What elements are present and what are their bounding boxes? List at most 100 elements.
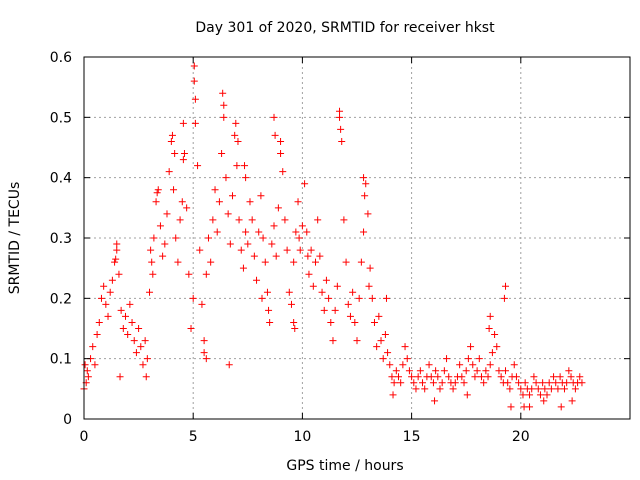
data-point [257, 192, 265, 200]
data-point [539, 379, 547, 387]
data-point [307, 246, 315, 254]
data-point [179, 156, 187, 164]
data-point [81, 361, 89, 369]
data-point [183, 204, 191, 212]
data-point [336, 107, 344, 115]
data-point [235, 216, 243, 224]
data-point [295, 234, 303, 242]
data-point [449, 385, 457, 393]
data-point [255, 228, 263, 236]
data-point [303, 228, 311, 236]
data-point [563, 379, 571, 387]
data-point [338, 137, 346, 145]
data-point [263, 288, 271, 296]
data-point [506, 385, 514, 393]
data-point [545, 379, 553, 387]
data-point [139, 361, 147, 369]
data-point [270, 222, 278, 230]
data-point [381, 331, 389, 339]
data-point [190, 77, 198, 85]
data-point [113, 240, 121, 248]
data-point [108, 276, 116, 284]
data-point [488, 349, 496, 357]
data-point [416, 367, 424, 375]
data-point [329, 337, 337, 345]
data-point [102, 300, 110, 308]
data-point [111, 258, 119, 266]
data-point [379, 355, 387, 363]
data-point [132, 349, 140, 357]
data-point [231, 131, 239, 139]
data-point [301, 180, 309, 188]
data-point [360, 174, 368, 182]
x-tick-label: 15 [403, 429, 421, 445]
data-point [179, 119, 187, 127]
data-point [89, 343, 97, 351]
data-point [116, 373, 124, 381]
data-point [84, 373, 92, 381]
data-point [331, 306, 339, 314]
data-point [521, 379, 529, 387]
data-point [143, 355, 151, 363]
data-point [294, 198, 302, 206]
chart-title: Day 301 of 2020, SRMTID for receiver hks… [195, 20, 495, 36]
data-point [312, 258, 320, 266]
axis-ticks [83, 56, 630, 420]
data-point [526, 403, 534, 411]
data-point [365, 282, 373, 290]
data-point [178, 198, 186, 206]
data-point [277, 137, 285, 145]
data-point [399, 361, 407, 369]
data-point [146, 288, 154, 296]
data-point [106, 288, 114, 296]
data-point [389, 391, 397, 399]
data-point [361, 192, 369, 200]
data-point [170, 186, 178, 194]
data-point [185, 270, 193, 278]
data-point [237, 246, 245, 254]
data-point [519, 391, 527, 399]
data-point [547, 385, 555, 393]
data-point [148, 258, 156, 266]
data-point [482, 367, 490, 375]
data-point [167, 137, 175, 145]
data-point [309, 282, 317, 290]
x-tick-label: 10 [293, 429, 311, 445]
data-point [460, 379, 468, 387]
data-point [484, 373, 492, 381]
data-point [458, 373, 466, 381]
data-point [364, 210, 372, 218]
data-point [510, 361, 518, 369]
y-tick-label: 0 [63, 412, 72, 428]
data-point [259, 234, 267, 242]
data-point [121, 312, 129, 320]
data-point [473, 367, 481, 375]
data-point [403, 355, 411, 363]
data-points [80, 62, 586, 411]
data-point [486, 312, 494, 320]
data-point [291, 325, 299, 332]
data-point [225, 361, 233, 369]
data-point [126, 300, 134, 308]
data-point [234, 137, 242, 145]
data-point [432, 367, 440, 375]
data-point [504, 379, 512, 387]
data-point [443, 355, 451, 363]
data-point [493, 343, 501, 351]
data-point [200, 337, 208, 345]
data-point [534, 385, 542, 393]
data-point [464, 355, 472, 363]
data-point [200, 349, 208, 357]
data-point [298, 222, 306, 230]
data-point [222, 174, 230, 182]
data-point [292, 228, 300, 236]
data-point [137, 343, 145, 351]
data-point [233, 162, 241, 170]
data-point [390, 379, 398, 387]
data-point [355, 294, 363, 302]
data-point [283, 246, 291, 254]
data-point [469, 361, 477, 369]
data-point [410, 379, 418, 387]
data-point [353, 337, 361, 345]
